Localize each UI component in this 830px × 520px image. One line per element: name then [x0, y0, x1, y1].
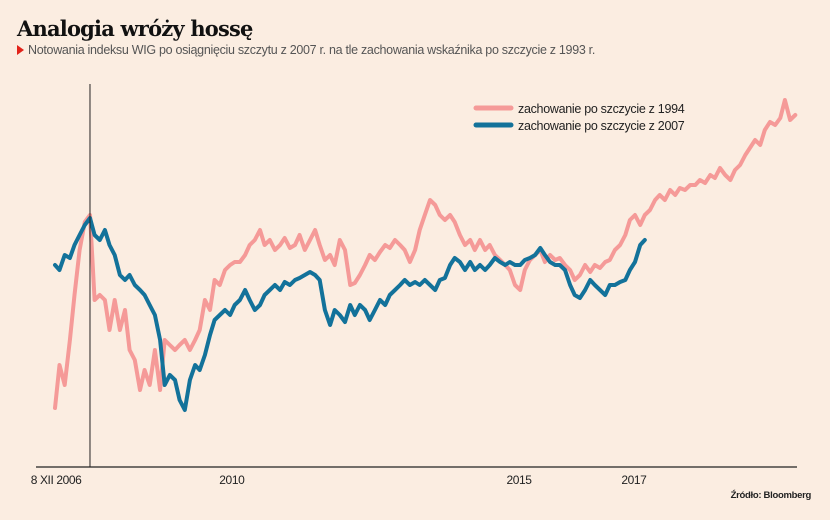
x-tick-label: 8 XII 2006 [31, 473, 82, 487]
chart-subtitle: Notowania indeksu WIG po osiągnięciu szc… [17, 43, 595, 57]
red-triangle-icon [17, 45, 24, 55]
chart-title: Analogia wróży hossę [17, 16, 253, 41]
legend-label-1994: zachowanie po szczycie z 1994 [518, 102, 685, 116]
source-note: Źródło: Bloomberg [730, 490, 812, 501]
series-line-1994 [53, 98, 798, 410]
x-tick-label: 2010 [219, 473, 245, 487]
legend: zachowanie po szczycie z 1994 zachowanie… [473, 102, 685, 133]
subtitle-text: Notowania indeksu WIG po osiągnięciu szc… [28, 43, 596, 57]
series-line-2007 [53, 216, 647, 412]
legend-label-2007: zachowanie po szczycie z 2007 [518, 119, 685, 133]
x-tick-label: 2015 [506, 473, 532, 487]
x-tick-label: 2017 [621, 473, 647, 487]
